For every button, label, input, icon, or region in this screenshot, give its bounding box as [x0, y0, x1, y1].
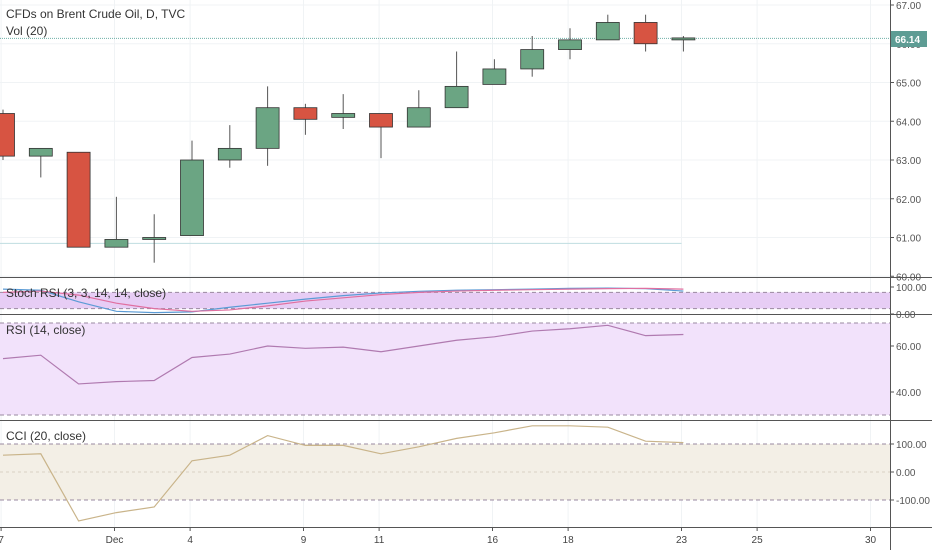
indicator-tick-label: -100.00 [896, 496, 930, 507]
candle[interactable] [28, 147, 53, 178]
candle-body-up[interactable] [180, 159, 204, 236]
last-price-tag-box [891, 31, 927, 47]
price-tick-label: 61.00 [896, 234, 921, 245]
last-price-tag: 66.14 [891, 31, 927, 47]
indicator-bands [0, 291, 890, 501]
candle-body-up[interactable] [406, 107, 431, 128]
indicator-tick-label: 100.00 [896, 440, 927, 451]
candle-body-up[interactable] [520, 49, 545, 70]
indicator-tick-label: 0.00 [896, 468, 916, 479]
x-tick-label: 7 [0, 535, 4, 546]
candle-body-down[interactable] [0, 113, 15, 157]
x-tick-label: 25 [752, 535, 764, 546]
candle[interactable] [406, 90, 431, 128]
x-tick-label: 9 [301, 535, 307, 546]
x-tick-label: 11 [374, 535, 385, 546]
stoch-rsi-label: Stoch RSI (3, 3, 14, 14, close) [6, 286, 166, 300]
indicator-lines [2, 287, 684, 522]
candle-body-up[interactable] [28, 147, 53, 157]
candle[interactable] [520, 36, 545, 77]
cci-label: CCI (20, close) [6, 429, 86, 443]
rsi-band [0, 323, 890, 415]
candle-body-down[interactable] [633, 22, 658, 45]
candle-body-up[interactable] [217, 147, 242, 161]
candle-body-up[interactable] [671, 37, 696, 41]
candle[interactable] [104, 196, 129, 248]
candle-body-up[interactable] [558, 39, 582, 50]
candle-body-up[interactable] [331, 113, 356, 118]
x-tick-label: 30 [865, 535, 877, 546]
candle[interactable] [0, 109, 15, 160]
candle[interactable] [558, 28, 582, 60]
candle[interactable] [331, 94, 356, 129]
indicator-tick-label: 40.00 [896, 388, 921, 399]
candle-body-up[interactable] [444, 85, 469, 109]
candle-body-up[interactable] [595, 22, 620, 41]
indicator-tick-label: 60.00 [896, 342, 921, 353]
x-tick-label: Dec [106, 535, 124, 546]
candles[interactable] [0, 14, 696, 263]
price-tick-label: 62.00 [896, 195, 921, 206]
x-tick-label: 16 [487, 535, 499, 546]
candle[interactable] [671, 36, 696, 52]
x-tick-label: 23 [676, 535, 688, 546]
candle[interactable] [180, 140, 204, 236]
candle[interactable] [444, 51, 469, 109]
stoch-line-0 [2, 287, 684, 314]
candle[interactable] [482, 59, 507, 85]
stoch-band [0, 292, 890, 309]
candle-body-up[interactable] [142, 237, 167, 240]
stoch-line-1 [2, 287, 684, 312]
price-tick-label: 64.00 [896, 117, 921, 128]
candle-body-up[interactable] [482, 68, 507, 85]
pane-labels: CFDs on Brent Crude Oil, D, TVC Vol (20)… [6, 7, 185, 443]
candle[interactable] [66, 151, 91, 248]
x-tick-label: 18 [563, 535, 575, 546]
price-tick-label: 65.00 [896, 79, 921, 90]
price-tick-label: 63.00 [896, 156, 921, 167]
candle-body-up[interactable] [255, 107, 280, 149]
price-tick-label: 67.00 [896, 1, 921, 12]
candle[interactable] [633, 14, 658, 52]
price-tick-label: 60.00 [896, 272, 921, 283]
rsi-line-0 [2, 324, 684, 385]
candle-body-down[interactable] [66, 151, 91, 248]
cci-line-0 [2, 425, 684, 522]
chart-title: CFDs on Brent Crude Oil, D, TVC [6, 7, 185, 21]
candle[interactable] [293, 103, 318, 135]
candle-body-up[interactable] [104, 239, 129, 248]
x-tick-label: 4 [187, 535, 193, 546]
candle[interactable] [142, 214, 167, 263]
last-price-value: 66.14 [895, 35, 920, 46]
rsi-label: RSI (14, close) [6, 323, 85, 337]
candle-body-down[interactable] [293, 107, 318, 120]
volume-label: Vol (20) [6, 24, 47, 38]
candle-body-down[interactable] [369, 113, 393, 128]
candle[interactable] [255, 86, 280, 166]
candle[interactable] [369, 113, 393, 159]
indicator-tick-label: 0.00 [896, 310, 916, 321]
candle[interactable] [217, 125, 242, 168]
candle[interactable] [595, 14, 620, 41]
indicator-tick-label: 100.00 [896, 283, 927, 294]
grid [0, 0, 890, 527]
